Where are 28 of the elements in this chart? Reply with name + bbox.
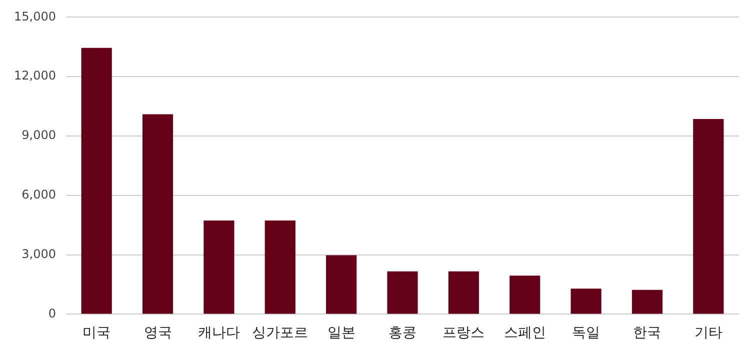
x-tick-label: 한국 — [633, 325, 662, 342]
y-tick-label: 3,000 — [22, 246, 56, 261]
x-tick-label: 캐나다 — [198, 325, 240, 342]
x-tick-label: 미국 — [82, 325, 111, 342]
y-tick-label: 9,000 — [22, 128, 56, 142]
x-tick-label: 영국 — [144, 325, 172, 342]
bar — [204, 220, 234, 314]
bar — [448, 271, 479, 314]
bar — [693, 118, 724, 314]
x-tick-label: 기타 — [694, 325, 722, 342]
x-tick-label: 프랑스 — [442, 325, 485, 342]
y-tick-label: 6,000 — [22, 188, 56, 202]
bar — [570, 288, 602, 314]
x-tick-label: 독일 — [572, 325, 600, 342]
bar — [387, 271, 418, 314]
bar — [142, 114, 174, 314]
bar — [632, 290, 663, 314]
x-tick-label: 싱가포르 — [252, 325, 308, 342]
y-tick-label: 15,000 — [14, 9, 56, 24]
bar — [326, 255, 357, 314]
x-tick-label: 홍콩 — [388, 325, 416, 342]
bar — [264, 220, 296, 314]
bar — [81, 48, 112, 314]
bar — [510, 276, 540, 314]
y-tick-label: 12,000 — [14, 68, 56, 83]
y-tick-label: 0 — [48, 306, 56, 320]
x-tick-label: 일본 — [327, 325, 356, 342]
x-tick-label: 스페인 — [504, 325, 546, 342]
